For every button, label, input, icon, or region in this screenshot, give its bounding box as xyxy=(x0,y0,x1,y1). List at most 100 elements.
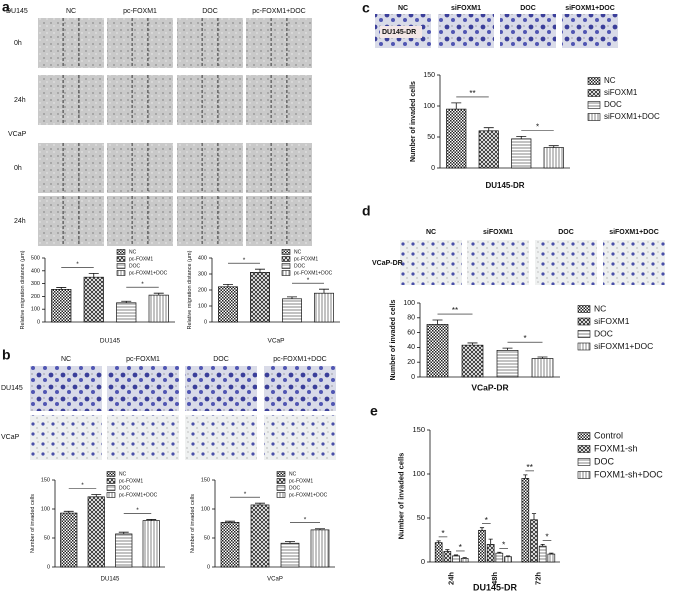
micrograph xyxy=(177,75,243,125)
y-tick-label: 100 xyxy=(403,300,415,307)
error-bar xyxy=(88,272,99,278)
chart: 0 50 100 150 Number of invaded cells DU145 * * N… xyxy=(30,471,165,583)
row-label: 24h xyxy=(14,218,26,225)
error-bar xyxy=(63,510,74,514)
micrograph xyxy=(107,366,179,411)
error-bar xyxy=(479,527,485,531)
row-label-bg xyxy=(380,26,422,38)
bar xyxy=(148,294,169,323)
legend-label: DOC xyxy=(594,328,613,338)
error-bar xyxy=(497,551,502,554)
error-bar xyxy=(319,288,329,294)
legend-swatch xyxy=(587,77,601,85)
micrograph xyxy=(535,240,597,285)
legend-swatch xyxy=(281,256,291,262)
legend-label: siFOXM1 xyxy=(604,88,638,97)
bar xyxy=(218,286,238,323)
y-tick-label: 100 xyxy=(423,103,435,110)
significance-label: * xyxy=(545,532,549,542)
micrograph xyxy=(177,196,243,246)
column-header: NC xyxy=(426,229,436,236)
legend-label: pc-FOXM1+DOC xyxy=(119,492,158,498)
y-tick-label: 400 xyxy=(31,268,40,274)
chart: 0 50 100 150 Number of invaded cells DU145-DR… xyxy=(396,425,663,592)
micrograph xyxy=(185,366,257,411)
column-header: siFOXM1+DOC xyxy=(609,229,659,236)
y-tick-label: 300 xyxy=(198,271,207,277)
y-tick-label: 60 xyxy=(407,329,415,336)
micrograph xyxy=(562,14,618,48)
y-tick-label: 0 xyxy=(411,374,415,381)
legend-swatch xyxy=(281,249,291,255)
column-header: pc-FOXM1+DOC xyxy=(252,8,305,15)
y-tick-label: 400 xyxy=(198,255,207,261)
significance-label: * xyxy=(502,540,506,550)
micrograph xyxy=(107,196,173,246)
y-tick-label: 50 xyxy=(44,535,50,541)
y-tick-label: 100 xyxy=(201,506,210,512)
row-label: VCaP-DR xyxy=(372,260,403,267)
significance-label: * xyxy=(536,122,539,131)
column-header: DOC xyxy=(202,8,218,15)
x-axis-label: DU145-DR xyxy=(485,181,524,190)
legend-swatch xyxy=(577,445,591,453)
y-tick-label: 200 xyxy=(31,294,40,300)
significance-label: * xyxy=(304,516,307,523)
micrograph xyxy=(177,18,243,68)
y-tick-label: 100 xyxy=(198,303,207,309)
legend-label: pc-FOXM1 xyxy=(289,478,313,484)
legend-swatch xyxy=(116,256,126,262)
legend-label: pc-FOXM1+DOC xyxy=(294,270,333,276)
chart: 0 20 40 60 80 100 Number of invaded cells VCaP-… xyxy=(390,299,653,392)
panel-label: a xyxy=(2,0,10,15)
micrograph xyxy=(30,415,102,460)
bar xyxy=(220,521,240,568)
y-tick-label: 40 xyxy=(407,344,415,351)
legend-swatch xyxy=(106,471,116,477)
legend-swatch xyxy=(106,492,116,498)
micrograph xyxy=(107,143,173,193)
micrograph xyxy=(246,18,312,68)
micrograph xyxy=(438,14,494,48)
chart: 0 50 100 150 Number of invaded cells VCaP * * NC… xyxy=(190,471,335,583)
error-bar xyxy=(153,292,164,296)
micrograph xyxy=(603,240,665,285)
column-header: DOC xyxy=(558,229,574,236)
bar xyxy=(250,504,270,568)
significance-label: ** xyxy=(526,462,533,472)
legend-label: NC xyxy=(129,249,137,255)
significance-label: * xyxy=(244,491,247,498)
legend-swatch xyxy=(116,270,126,276)
y-tick-label: 150 xyxy=(412,425,425,434)
y-axis-label: Relative migration distance (μm) xyxy=(20,250,26,329)
y-axis-label: Number of invaded cells xyxy=(30,494,36,553)
error-bar xyxy=(540,544,545,547)
micrograph xyxy=(246,143,312,193)
error-bar xyxy=(315,528,325,530)
panel-label: b xyxy=(2,347,11,363)
error-bar xyxy=(505,555,511,557)
micrograph xyxy=(264,366,336,411)
bar xyxy=(461,344,484,378)
legend-label: siFOXM1+DOC xyxy=(604,112,660,121)
bar xyxy=(446,108,467,169)
legend-swatch xyxy=(281,270,291,276)
error-bar xyxy=(462,557,467,559)
bar xyxy=(51,289,72,323)
y-tick-label: 50 xyxy=(417,513,425,522)
bar xyxy=(116,302,137,323)
chart: 0 100 200 300 400 Relative migration distance… xyxy=(187,249,340,345)
micrograph xyxy=(38,75,104,125)
significance-label: ** xyxy=(469,89,475,98)
legend-label: Control xyxy=(594,430,623,440)
micrograph xyxy=(177,143,243,193)
significance-label: * xyxy=(243,257,246,264)
y-tick-label: 100 xyxy=(41,506,50,512)
row-label: DU145 xyxy=(1,385,23,392)
column-header: NC xyxy=(398,5,408,12)
row-label: 0h xyxy=(14,165,22,172)
legend-label: siFOXM1 xyxy=(594,316,630,326)
significance-label: * xyxy=(523,334,526,343)
column-header: NC xyxy=(66,8,76,15)
error-bar xyxy=(516,135,527,139)
